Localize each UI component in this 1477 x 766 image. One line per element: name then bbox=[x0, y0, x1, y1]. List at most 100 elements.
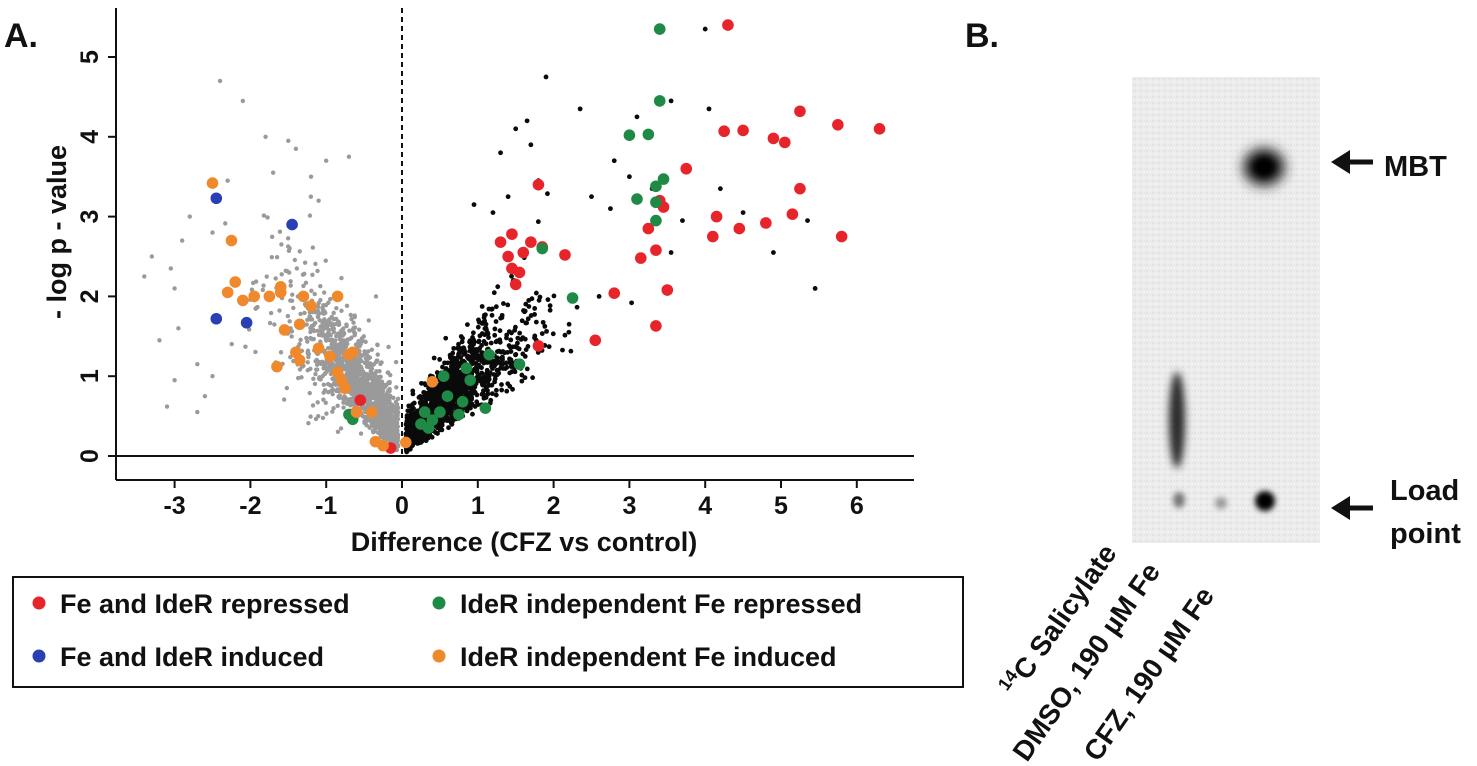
gray-point bbox=[325, 337, 331, 342]
black-point bbox=[629, 300, 634, 306]
black-point bbox=[496, 348, 502, 354]
black-point bbox=[532, 335, 537, 341]
gray-point bbox=[347, 336, 352, 342]
gray-point bbox=[250, 280, 256, 286]
ider-independent-fe-induced-point bbox=[263, 290, 276, 303]
black-point bbox=[495, 284, 501, 290]
gray-outlier-point bbox=[240, 98, 246, 104]
black-outlier-point bbox=[596, 294, 602, 299]
black-outlier-point bbox=[543, 74, 549, 80]
black-point bbox=[540, 319, 546, 325]
reference-lines bbox=[116, 8, 914, 457]
gray-point bbox=[305, 360, 310, 365]
black-outlier-point bbox=[668, 250, 674, 255]
black-point bbox=[515, 335, 521, 341]
black-point bbox=[479, 391, 485, 397]
x-tick-label: 2 bbox=[547, 492, 561, 520]
black-point bbox=[431, 355, 437, 361]
fe-and-ider-repressed-point bbox=[794, 105, 806, 118]
gray-point bbox=[380, 402, 386, 407]
black-point bbox=[500, 349, 506, 354]
gray-point bbox=[385, 370, 390, 375]
black-point bbox=[482, 383, 488, 388]
x-tick-label: 0 bbox=[395, 492, 409, 520]
black-point bbox=[450, 366, 456, 372]
black-point bbox=[404, 413, 410, 418]
ider-independent-fe-repressed-point bbox=[456, 395, 469, 408]
fe-and-ider-repressed-point bbox=[835, 230, 848, 243]
gray-point bbox=[349, 361, 355, 366]
gray-point bbox=[278, 350, 284, 355]
x-tick-label: 4 bbox=[698, 492, 712, 520]
gray-point bbox=[292, 257, 298, 263]
black-point bbox=[410, 422, 416, 428]
black-point bbox=[504, 335, 509, 341]
black-point bbox=[443, 366, 449, 371]
black-point bbox=[454, 392, 460, 398]
gray-point bbox=[383, 399, 388, 404]
fe-and-ider-repressed-point bbox=[506, 228, 518, 240]
gray-point bbox=[335, 331, 341, 336]
legend-label-fe-ider-repressed: Fe and IdeR repressed bbox=[60, 589, 350, 619]
gray-point bbox=[335, 387, 340, 392]
gray-point bbox=[363, 419, 368, 424]
black-point bbox=[545, 191, 550, 197]
black-point bbox=[492, 363, 497, 369]
ider-independent-fe-repressed-point bbox=[566, 292, 579, 304]
fe-and-ider-repressed-point bbox=[794, 182, 806, 195]
black-point bbox=[497, 328, 503, 334]
gray-point bbox=[306, 420, 311, 426]
black-outlier-point bbox=[680, 218, 685, 223]
gray-point bbox=[392, 426, 397, 431]
black-outlier-point bbox=[702, 26, 708, 32]
black-point bbox=[525, 316, 531, 322]
gray-point bbox=[319, 329, 324, 334]
ider-independent-fe-repressed-point bbox=[650, 180, 662, 193]
x-tick-label: 3 bbox=[622, 492, 636, 520]
black-point bbox=[444, 405, 450, 411]
ider-independent-fe-repressed-point bbox=[642, 128, 655, 141]
gray-point bbox=[295, 375, 301, 381]
black-point bbox=[550, 331, 556, 337]
gray-outlier-point bbox=[346, 154, 352, 159]
gray-point bbox=[372, 386, 377, 391]
gray-point bbox=[371, 373, 376, 378]
gray-point bbox=[289, 334, 294, 339]
gray-outlier-point bbox=[179, 238, 185, 243]
fe-and-ider-repressed-point bbox=[354, 394, 367, 406]
black-point bbox=[489, 391, 495, 397]
black-point bbox=[508, 337, 514, 343]
black-point bbox=[414, 437, 420, 443]
black-point bbox=[535, 219, 541, 225]
ider-independent-fe-induced-point bbox=[206, 177, 219, 189]
gray-point bbox=[376, 390, 382, 396]
gray-point bbox=[358, 431, 364, 436]
black-point bbox=[412, 410, 417, 416]
fe-and-ider-repressed-point bbox=[733, 222, 746, 235]
ider-independent-fe-induced-point bbox=[312, 342, 325, 355]
black-point bbox=[407, 422, 413, 428]
black-point bbox=[461, 345, 467, 351]
ider-independent-fe-induced-point bbox=[297, 290, 310, 303]
gray-point bbox=[385, 430, 390, 435]
fe-and-ider-repressed-point bbox=[778, 136, 791, 149]
black-point bbox=[526, 297, 532, 303]
ider-independent-fe-repressed-point bbox=[437, 370, 450, 383]
gray-point bbox=[384, 392, 389, 398]
black-point bbox=[437, 357, 443, 362]
gray-point bbox=[314, 362, 320, 368]
legend: Fe and IdeR repressed IdeR independent F… bbox=[12, 576, 964, 688]
black-point bbox=[502, 366, 508, 372]
gray-point bbox=[301, 283, 306, 289]
gray-point bbox=[264, 274, 269, 279]
gray-point bbox=[272, 322, 277, 327]
black-point bbox=[483, 341, 489, 347]
black-point bbox=[503, 360, 509, 366]
gray-point bbox=[384, 424, 390, 430]
black-point bbox=[491, 290, 497, 296]
fe-and-ider-induced-point bbox=[210, 312, 223, 325]
dmso-load-spot bbox=[1215, 497, 1227, 509]
x-tick-label: -3 bbox=[163, 492, 185, 520]
black-point bbox=[491, 372, 497, 377]
ider-independent-fe-induced-point bbox=[229, 276, 242, 288]
